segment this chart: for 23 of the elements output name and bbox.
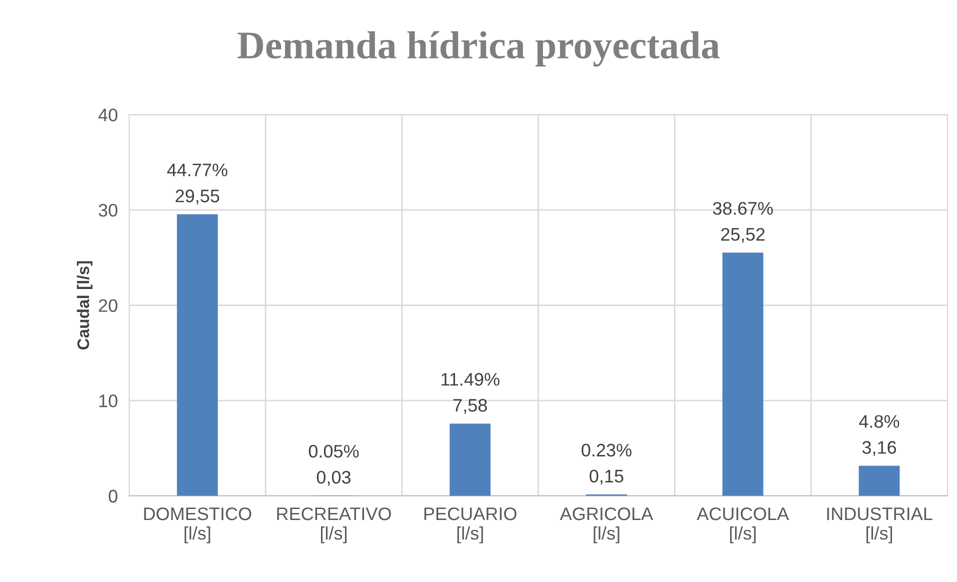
data-label: 11.49% 7,58 [442, 372, 500, 414]
y-axis-title: Caudal [l/s] [76, 261, 92, 350]
x-tick-label: PECUARIO [l/s] [424, 507, 516, 544]
data-label: 0.23% 0,15 [582, 444, 632, 485]
y-tick-label: 0 [108, 490, 118, 503]
x-tick-label: AGRICOLA [l/s] [560, 507, 654, 544]
x-tick-label: RECREATIVO [l/s] [277, 507, 391, 544]
data-label: 44.77% 29,55 [167, 164, 228, 204]
bar [450, 424, 491, 496]
y-tick-label: 40 [98, 108, 118, 122]
bar [858, 466, 900, 496]
y-tick-label: 10 [99, 394, 118, 408]
y-tick-label: 20 [98, 299, 118, 312]
bar [722, 252, 764, 496]
y-tick-label: 30 [98, 204, 118, 217]
chart-title: Demanda hídrica proyectada [238, 31, 720, 67]
data-label: 38.67% 25,52 [712, 202, 773, 243]
x-tick-label: ACUICOLA [l/s] [696, 507, 789, 544]
data-label: 0.05% 0,03 [308, 444, 359, 486]
bar [176, 214, 218, 496]
data-label: 4.8% 3,16 [859, 415, 900, 456]
x-tick-label: INDUSTRIAL [l/s] [827, 507, 932, 544]
x-tick-label: DOMESTICO [l/s] [144, 507, 252, 544]
